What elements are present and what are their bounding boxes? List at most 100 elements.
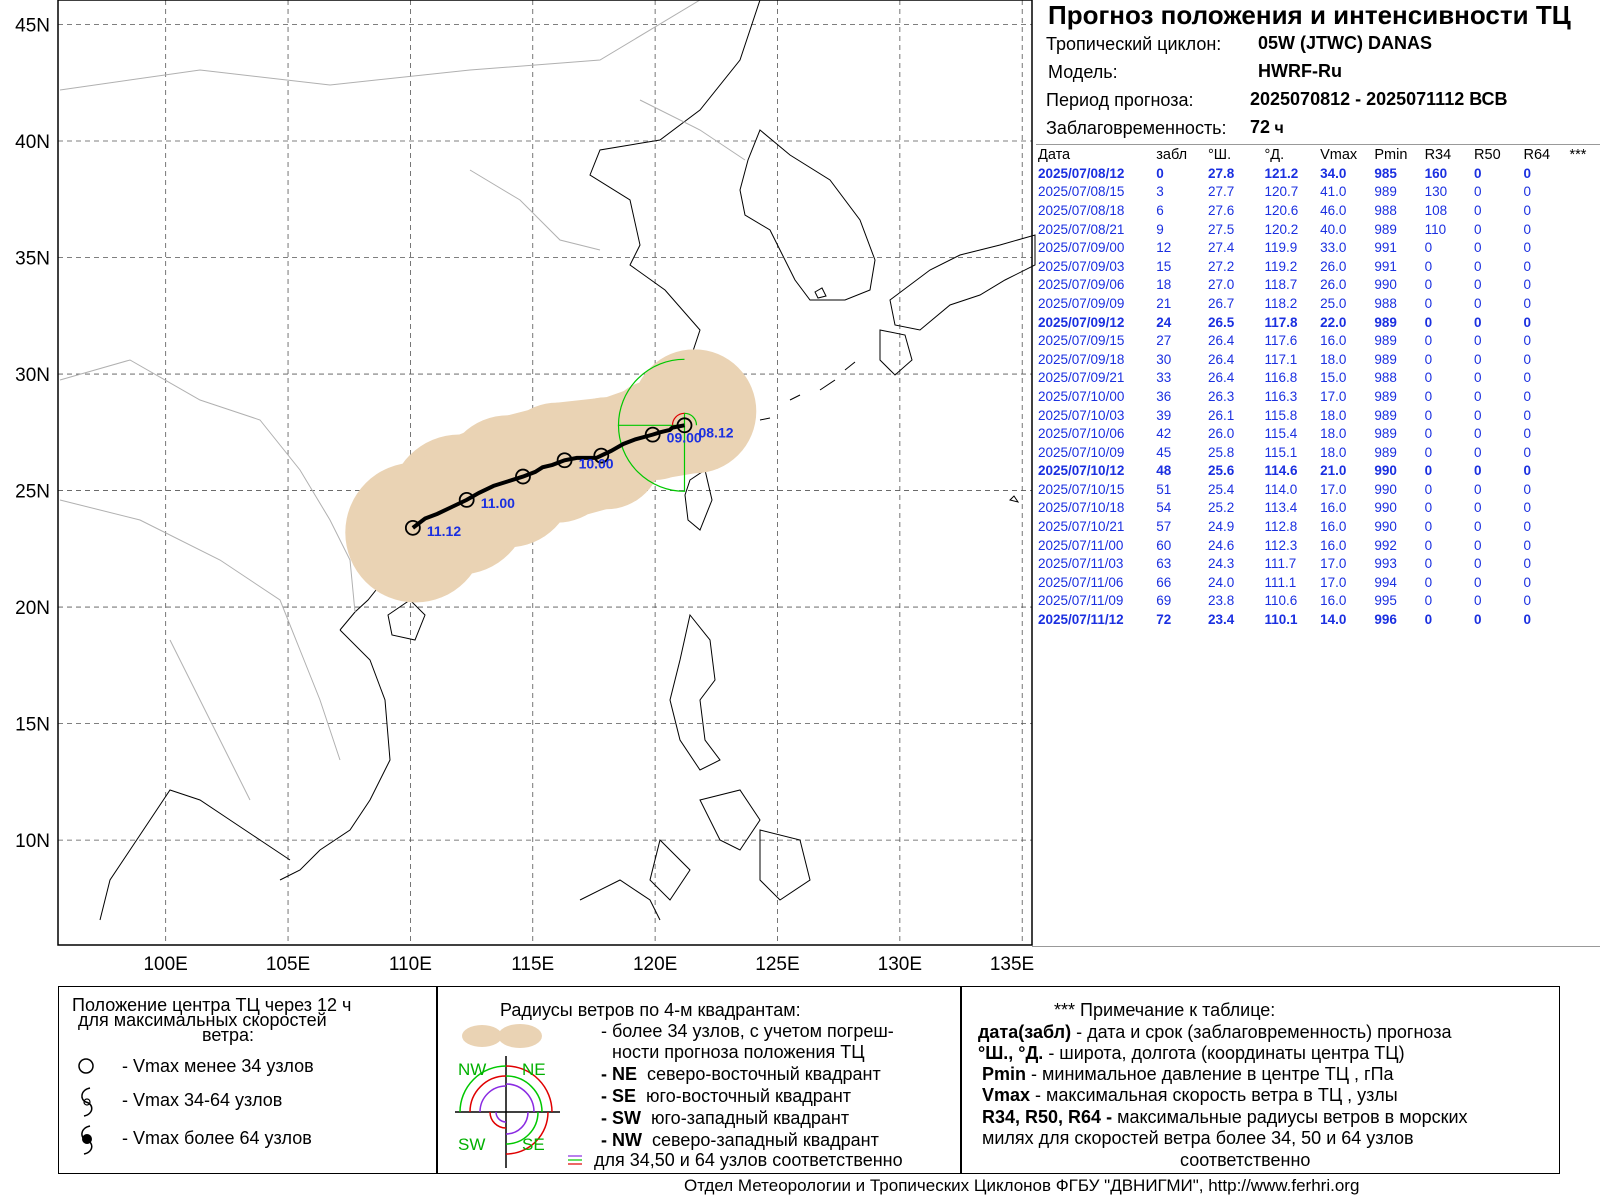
table-cell: 2025/07/09/03 [1038, 258, 1125, 274]
table-cell: 0 [1424, 426, 1433, 442]
forecast-table: Дата забл °Ш. °Д. Vmax Pmin R34 R50 R64 *** 2025/… [1036, 146, 1600, 629]
table-cell: 0 [1474, 556, 1482, 572]
note-pmin-text: - минимальное давление в центре ТЦ , гПа [1026, 1064, 1394, 1084]
table-cell: 36 [1156, 388, 1172, 404]
table-cell: 0 [1474, 481, 1482, 497]
lon-tick-label: 100E [143, 954, 187, 975]
legend-sw: - SW юго-западный квадрант [601, 1108, 849, 1129]
table-cell: 34.0 [1320, 165, 1347, 181]
table-cell: 27.0 [1208, 277, 1235, 293]
note-vmax: Vmax - максимальная скорость ветра в ТЦ … [982, 1085, 1398, 1106]
note-pmin-key: Pmin [982, 1064, 1027, 1084]
column-header: °Ш. [1208, 147, 1232, 163]
table-cell: 0 [1523, 351, 1532, 367]
table-cell: 26.4 [1208, 333, 1235, 349]
table-cell: 985 [1374, 165, 1397, 181]
cyclone-label: Тропический циклон: [1046, 34, 1222, 54]
table-cell: 2025/07/10/00 [1038, 388, 1125, 404]
table-cell: 115.8 [1264, 407, 1298, 423]
track-time-label: 10.00 [579, 455, 614, 471]
table-cell: 0 [1424, 240, 1433, 256]
table-row: 2025/07/09/21 33 26.4 116.8 15.0 988 0 0 0 [1036, 369, 1600, 388]
table-cell: 0 [1474, 407, 1482, 423]
coast-taiwan [684, 469, 713, 531]
table-cell: 988 [1374, 370, 1397, 386]
legend-sw-code: - SW [601, 1108, 641, 1128]
table-cell: 2025/07/08/12 [1038, 165, 1125, 181]
track-time-label: 09.00 [667, 430, 702, 446]
table-cell: 0 [1474, 519, 1482, 535]
table-cell: 33 [1156, 370, 1172, 386]
table-cell: 0 [1474, 500, 1482, 516]
table-cell: 0 [1424, 258, 1433, 274]
note-vmax-key: Vmax [982, 1085, 1031, 1105]
track-line [411, 423, 685, 530]
track-point-icon [458, 491, 475, 508]
uncertainty-swatch [462, 1025, 502, 1047]
table-cell: 990 [1374, 500, 1397, 516]
table-cell: 111.7 [1264, 556, 1297, 572]
table-cell: 120.7 [1264, 184, 1299, 200]
table-row: 2025/07/08/12 0 27.8 121.2 34.0 985 160 0 0 [1036, 164, 1600, 183]
table-cell: 0 [1424, 333, 1433, 349]
table-cell: 117.8 [1264, 314, 1298, 330]
table-cell: 990 [1374, 519, 1397, 535]
track-path [411, 423, 685, 530]
table-cell: 26.7 [1208, 295, 1235, 311]
table-cell: 12 [1156, 240, 1172, 256]
legend-symbols [78, 1058, 94, 1155]
table-cell: 54 [1156, 500, 1172, 516]
note-coords-text: - широта, долгота (координаты центра ТЦ) [1043, 1043, 1405, 1063]
table-cell: 0 [1474, 258, 1482, 274]
table-cell: 990 [1374, 277, 1397, 293]
table-cell: 991 [1374, 258, 1397, 274]
column-header: Дата [1038, 147, 1071, 163]
track-point-icon [644, 426, 661, 443]
table-cell: 993 [1374, 556, 1397, 572]
table-row: 2025/07/11/06 66 24.0 111.1 17.0 994 0 0 0 [1036, 573, 1600, 592]
track-time-label: 11.00 [481, 495, 515, 511]
table-cell: 17.0 [1320, 574, 1347, 590]
table-cell: 0 [1424, 388, 1433, 404]
table-cell: 110.1 [1264, 612, 1298, 628]
table-cell: 26.0 [1208, 426, 1235, 442]
table-cell: 9 [1156, 221, 1164, 237]
table-cell: 69 [1156, 593, 1172, 609]
note-date: дата(забл) - дата и срок (заблаговременн… [978, 1022, 1451, 1043]
table-cell: 51 [1156, 481, 1172, 497]
model-label: Модель: [1048, 62, 1118, 82]
table-cell: 27.2 [1208, 258, 1235, 274]
coast-japan [889, 234, 1036, 331]
lead-unit: ч [1274, 120, 1284, 137]
table-cell: 27.4 [1208, 240, 1235, 256]
lon-tick-label: 130E [878, 954, 922, 975]
period-value: 2025070812 - 2025071112 ВСВ [1250, 89, 1508, 109]
table-cell: 989 [1374, 314, 1397, 330]
lat-tick-label: 10N [15, 831, 50, 852]
note-date-text: - дата и срок (заблаговременность) прогн… [1071, 1022, 1452, 1042]
track-time-label: 11.12 [427, 523, 461, 539]
legend-uncertainty-1: - более 34 узлов, с учетом погреш- [601, 1021, 894, 1041]
lat-tick-label: 45N [15, 15, 50, 36]
table-cell: 0 [1523, 258, 1532, 274]
table-row: 2025/07/10/00 36 26.3 116.3 17.0 989 0 0 0 [1036, 387, 1600, 406]
lon-tick-label: 125E [755, 954, 799, 975]
table-row: 2025/07/10/06 42 26.0 115.4 18.0 989 0 0 0 [1036, 424, 1600, 443]
table-cell: 0 [1523, 370, 1532, 386]
table-cell: 0 [1523, 500, 1532, 516]
table-cell: 0 [1523, 426, 1532, 442]
table-cell: 15.0 [1320, 370, 1347, 386]
table-cell: 0 [1424, 500, 1433, 516]
table-cell: 48 [1156, 463, 1172, 479]
table-cell: 121.2 [1264, 165, 1299, 181]
table-cell: 0 [1474, 463, 1482, 479]
table-row: 2025/07/10/21 57 24.9 112.8 16.0 990 0 0 0 [1036, 517, 1600, 536]
table-cell: 990 [1374, 481, 1397, 497]
table-cell: 0 [1523, 184, 1532, 200]
table-cell: 41.0 [1320, 184, 1347, 200]
lon-tick-label: 105E [266, 954, 310, 975]
table-cell: 26.4 [1208, 370, 1235, 386]
r50-sector [671, 412, 685, 426]
table-cell: 114.6 [1264, 463, 1298, 479]
table-cell: 0 [1474, 184, 1482, 200]
